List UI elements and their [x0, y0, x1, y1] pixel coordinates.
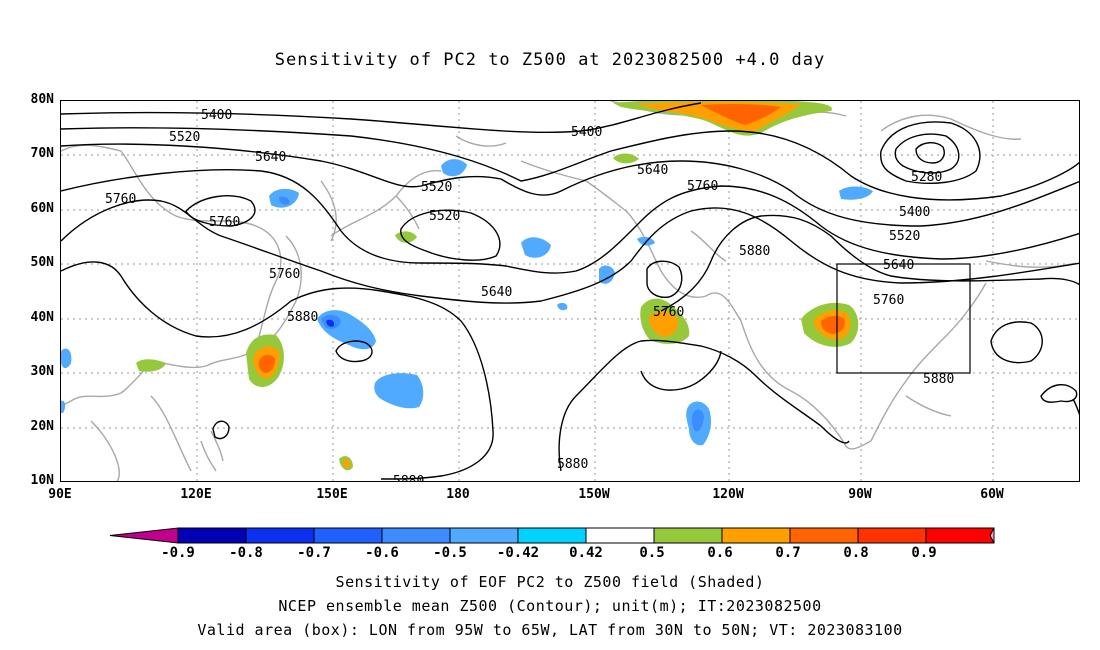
- colorbar-label: 0.7: [775, 545, 801, 561]
- contour-label: 5880: [739, 244, 770, 259]
- lon-label-150w: 150W: [578, 487, 610, 502]
- map-panel: 5400 5520 5640 5760 5760 5400 5520 5640 …: [60, 100, 1080, 482]
- colorbar-label: -0.42: [496, 545, 540, 561]
- lon-label-120e: 120E: [180, 487, 212, 502]
- coastlines: [61, 101, 1077, 481]
- colorbar-right-triangle: [989, 527, 995, 544]
- contour-label: 5520: [169, 130, 200, 145]
- contour-label: 5640: [481, 285, 512, 300]
- contour-label: 5640: [883, 258, 914, 273]
- lon-label-120w: 120W: [712, 487, 744, 502]
- colorbar-label: -0.7: [297, 545, 331, 561]
- contour-label: 5520: [429, 209, 460, 224]
- sensitivity-shading: [61, 101, 873, 471]
- contour-label: 5880: [923, 372, 954, 387]
- lon-label-90e: 90E: [48, 487, 72, 502]
- contour-label: 5880: [287, 310, 318, 325]
- contour-label: 5400: [571, 125, 602, 140]
- contour-label: 5760: [873, 293, 904, 308]
- valid-area-box: [836, 263, 971, 374]
- colorbar-cell: [245, 527, 315, 544]
- map-title: Sensitivity of PC2 to Z500 at 2023082500…: [274, 50, 826, 70]
- contour-label: 5520: [421, 180, 452, 195]
- contour-label: 5640: [255, 150, 286, 165]
- colorbar-cell: [857, 527, 927, 544]
- colorbar-label: -0.6: [365, 545, 399, 561]
- colorbar-label: -0.8: [229, 545, 263, 561]
- colorbar-cell: [313, 527, 383, 544]
- colorbar-cell: [789, 527, 859, 544]
- lon-label-60w: 60W: [980, 487, 1004, 502]
- lon-label-180: 180: [446, 487, 470, 502]
- contour-labels: 5400 5520 5640 5760 5760 5400 5520 5640 …: [105, 108, 954, 482]
- contour-label: 5520: [889, 229, 920, 244]
- contour-label: 5880: [557, 457, 588, 472]
- contour-label: 5760: [209, 215, 240, 230]
- contour-label: 5280: [911, 170, 942, 185]
- lat-label-30n: 30N: [30, 364, 54, 379]
- colorbar-label: 0.6: [707, 545, 733, 561]
- colorbar-cell: [653, 527, 723, 544]
- colorbar-cell: [381, 527, 451, 544]
- contour-label: 5760: [269, 267, 300, 282]
- caption-line-1: Sensitivity of EOF PC2 to Z500 field (Sh…: [335, 573, 765, 591]
- colorbar-label: 0.8: [843, 545, 869, 561]
- caption-line-3: Valid area (box): LON from 95W to 65W, L…: [197, 621, 903, 639]
- colorbar-label: -0.9: [161, 545, 195, 561]
- colorbar-cell: [925, 527, 995, 544]
- lat-label-60n: 60N: [30, 201, 54, 216]
- colorbar-left-triangle: [109, 527, 179, 544]
- lat-label-50n: 50N: [30, 255, 54, 270]
- colorbar-label: 0.42: [569, 545, 603, 561]
- colorbar-cell: [585, 527, 655, 544]
- lon-label-90w: 90W: [848, 487, 872, 502]
- colorbar-cell: [517, 527, 587, 544]
- contour-label: 5760: [105, 192, 136, 207]
- contour-label: 5880: [393, 474, 424, 482]
- contour-label: 5400: [201, 108, 232, 123]
- lat-label-20n: 20N: [30, 419, 54, 434]
- colorbar-cell: [721, 527, 791, 544]
- contour-label: 5640: [637, 163, 668, 178]
- colorbar-label: -0.5: [433, 545, 467, 561]
- graticule: [61, 101, 1079, 481]
- colorbar-label: 0.5: [639, 545, 665, 561]
- map-canvas: 5400 5520 5640 5760 5760 5400 5520 5640 …: [61, 101, 1079, 482]
- contour-label: 5760: [653, 305, 684, 320]
- colorbar-label: 0.9: [911, 545, 937, 561]
- lat-label-70n: 70N: [30, 146, 54, 161]
- colorbar-cell: [449, 527, 519, 544]
- z500-contours: [61, 102, 1079, 480]
- lat-label-10n: 10N: [30, 473, 54, 488]
- lat-label-80n: 80N: [30, 92, 54, 107]
- lat-label-40n: 40N: [30, 310, 54, 325]
- contour-label: 5400: [899, 205, 930, 220]
- contour-label: 5760: [687, 179, 718, 194]
- lon-label-150e: 150E: [316, 487, 348, 502]
- colorbar-cell: [177, 527, 247, 544]
- caption-line-2: NCEP ensemble mean Z500 (Contour); unit(…: [278, 597, 822, 615]
